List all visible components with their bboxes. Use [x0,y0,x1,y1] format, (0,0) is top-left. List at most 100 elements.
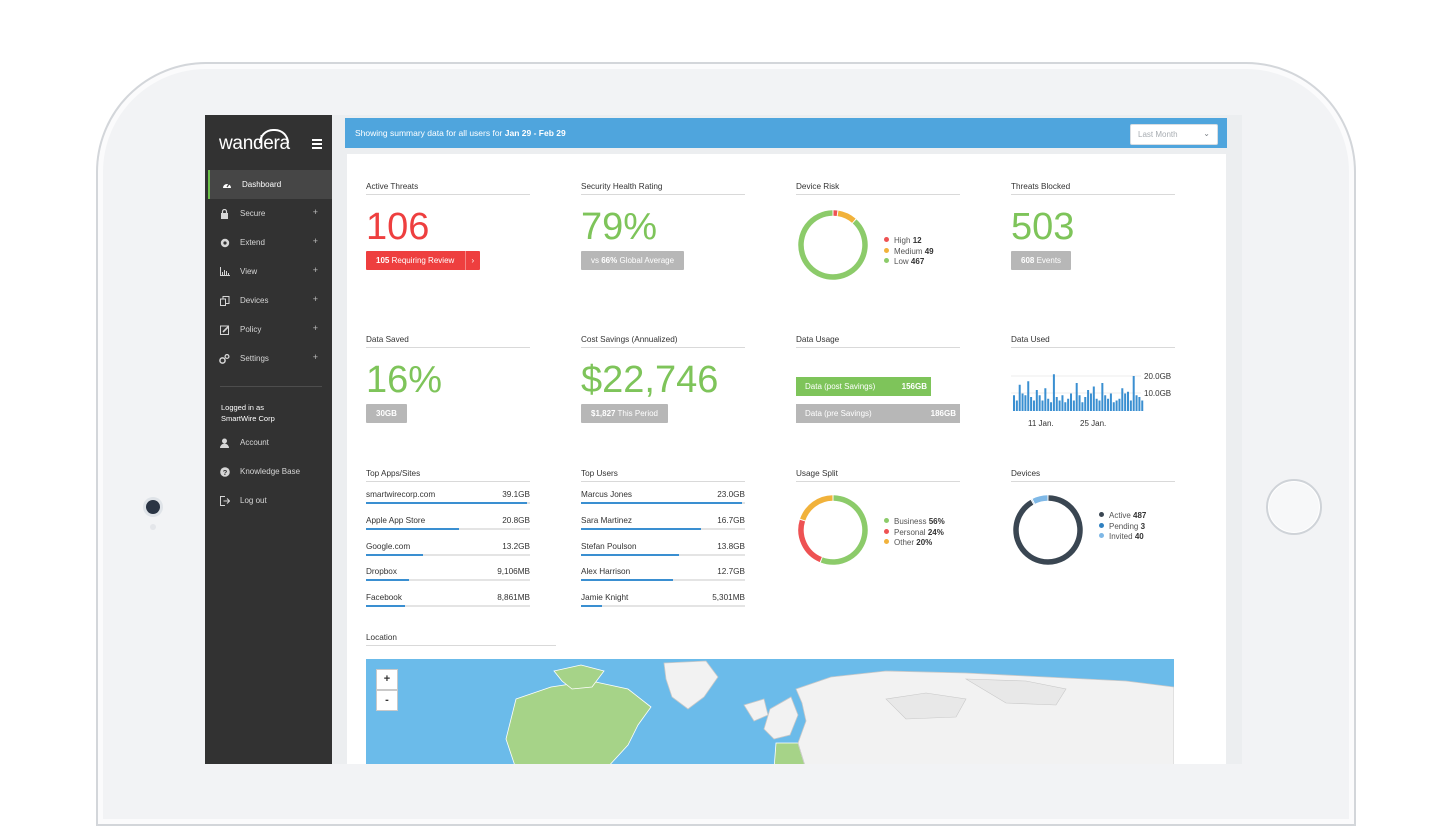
expand-icon[interactable]: + [313,236,318,246]
global-average-badge: vs 66% Global Average [581,251,684,270]
item-value: 13.2GB [502,542,530,551]
events-count: 608 [1021,256,1034,265]
data-used-bar [1059,401,1061,412]
home-button[interactable] [1266,479,1322,535]
widget-title: Cost Savings (Annualized) [581,335,745,348]
data-pre-savings-bar: Data (pre Savings) 186GB [796,404,960,423]
donut-slice-medium [838,213,854,220]
usage-split-donut [796,493,870,567]
data-used-bar [1064,402,1066,411]
data-used-bar [1079,395,1081,411]
sidebar-item-label: Account [240,438,269,447]
item-bar-track [581,579,745,581]
widget-title: Usage Split [796,469,960,482]
widget-title: Device Risk [796,182,960,195]
data-used-bar [1056,397,1058,411]
events-badge: 608 Events [1011,251,1071,270]
sidebar-item-label: Extend [240,238,265,247]
item-bar-fill [366,502,527,504]
legend-dot [884,258,889,263]
data-used-bar [1090,394,1092,412]
sidebar-item-dashboard[interactable]: Dashboard [208,170,332,199]
zoom-in-button[interactable]: + [376,669,398,690]
legend-value: 56% [929,517,945,526]
expand-icon[interactable]: + [313,207,318,217]
zoom-out-button[interactable]: - [376,690,398,711]
data-used-bar [1039,395,1041,411]
world-map-shapes [366,659,1174,764]
legend-dot [1099,512,1104,517]
legend-label: Other [894,538,914,547]
usage-split-widget: Usage Split Business 56%Personal 24%Othe… [796,469,960,482]
requiring-review-button[interactable]: 105 Requiring Review › [366,251,480,270]
legend-label: Personal [894,528,926,537]
sidebar-item-settings[interactable]: Settings + [208,344,332,373]
legend-item: Pending 3 [1099,522,1146,533]
sidebar-item-view[interactable]: View + [208,257,332,286]
legend-item: Business 56% [884,517,945,528]
legend-label: Medium [894,247,922,256]
data-used-bar [1027,381,1029,411]
data-used-bar [1070,394,1072,412]
menu-toggle-icon[interactable] [312,139,322,151]
sidebar-item-account[interactable]: Account [208,428,332,457]
sidebar-item-policy[interactable]: Policy + [208,315,332,344]
data-saved-amount: 30GB [376,409,397,418]
sidebar-nav: Dashboard Secure + Extend + View + Devic… [208,170,332,373]
sidebar-item-logout[interactable]: Log out [208,486,332,515]
location-map[interactable]: + - [366,659,1174,764]
sidebar-item-extend[interactable]: Extend + [208,228,332,257]
screen: wandera Dashboard Secure + Extend + View… [205,115,1242,764]
item-name: Jamie Knight [581,593,628,602]
item-name: smartwirecorp.com [366,490,435,499]
brand-logo[interactable]: wandera [219,133,290,155]
dashboard-icon [221,179,232,190]
sidebar: wandera Dashboard Secure + Extend + View… [205,115,332,764]
data-used-bar [1093,387,1095,412]
data-used-bar [1044,388,1046,411]
banner-range: Jan 29 - Feb 29 [505,128,566,138]
legend-item: Low 467 [884,257,934,268]
data-used-bar [1136,395,1138,411]
item-bar-track [366,528,530,530]
location-widget: Location [366,633,556,646]
sidebar-item-knowledge-base[interactable]: ? Knowledge Base [208,457,332,486]
legend-item: Other 20% [884,538,945,549]
legend-label: Pending [1109,522,1138,531]
y-tick-label: 20.0GB [1144,372,1171,381]
cost-savings-widget: Cost Savings (Annualized) $22,746 $1,827… [581,335,745,423]
item-bar-track [366,579,530,581]
expand-icon[interactable]: + [313,323,318,333]
date-range-select[interactable]: Last Month ⌄ [1130,124,1218,145]
item-bar-track [581,502,745,504]
sidebar-item-label: Log out [240,496,267,505]
sidebar-item-secure[interactable]: Secure + [208,199,332,228]
expand-icon[interactable]: + [313,294,318,304]
item-bar-fill [366,554,423,556]
expand-icon[interactable]: + [313,265,318,275]
legend-value: 467 [911,257,924,266]
badge-suffix: Global Average [619,256,674,265]
legend-label: Invited [1109,532,1133,541]
item-name: Alex Harrison [581,567,630,576]
expand-icon[interactable]: + [313,352,318,362]
data-used-bar [1133,376,1135,411]
data-usage-widget: Data Usage Data (post Savings) 156GB Dat… [796,335,960,423]
data-used-bar [1138,397,1140,411]
legend-value: 487 [1133,511,1146,520]
sidebar-item-devices[interactable]: Devices + [208,286,332,315]
item-name: Dropbox [366,567,397,576]
